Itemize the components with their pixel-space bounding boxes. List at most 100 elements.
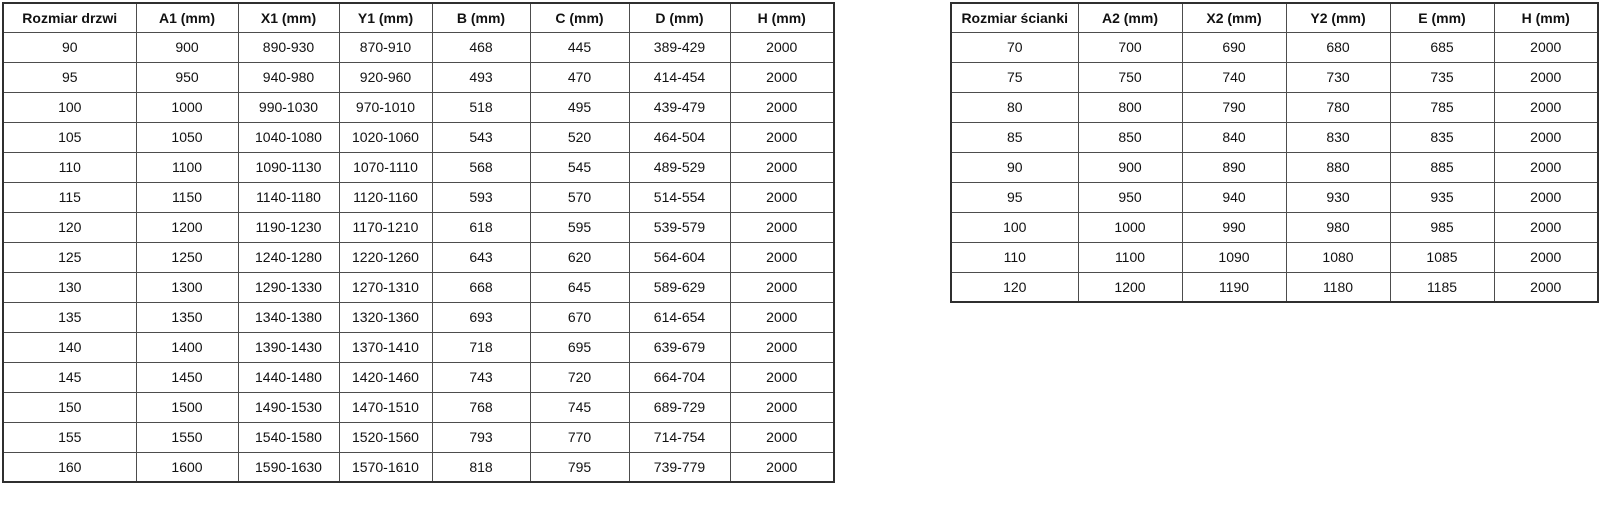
column-header: Y1 (mm) (338, 2, 433, 33)
column-header: H (mm) (729, 2, 835, 33)
table-row: 155 1550 1540-1580 1520-1560 793 770 714-754 20… (2, 421, 835, 453)
table-cell: 1080 (1285, 241, 1391, 273)
table-cell: 80 (950, 91, 1079, 123)
column-header: A2 (mm) (1077, 2, 1183, 33)
table-cell: 990-1030 (237, 91, 340, 123)
table-cell: 643 (431, 241, 531, 273)
column-header: C (mm) (529, 2, 630, 33)
table-cell: 2000 (1493, 211, 1599, 243)
table-cell: 2000 (1493, 61, 1599, 93)
table-cell: 2000 (729, 241, 835, 273)
wall-panel-sizes-table: Rozmiar ścianki A2 (mm) X2 (mm) Y2 (mm) E (m… (950, 2, 1599, 303)
table-cell: 618 (431, 211, 531, 243)
table-cell: 1000 (135, 91, 239, 123)
table-row: 95 950 940-980 920-960 493 470 414-454 2000 (2, 61, 835, 93)
table-row: 125 1250 1240-1280 1220-1260 643 620 564-604 20… (2, 241, 835, 273)
table-cell: 2000 (729, 31, 835, 63)
table-cell: 1590-1630 (237, 451, 340, 483)
table-row: 90 900 890-930 870-910 468 445 389-429 2000 (2, 31, 835, 63)
table-cell: 140 (2, 331, 137, 363)
table-cell: 1220-1260 (338, 241, 433, 273)
column-header: A1 (mm) (135, 2, 239, 33)
table-row: 100 1000 990 980 985 2000 (950, 211, 1599, 243)
table-cell: 1180 (1285, 271, 1391, 303)
column-header: B (mm) (431, 2, 531, 33)
table-cell: 100 (2, 91, 137, 123)
table-cell: 1540-1580 (237, 421, 340, 453)
table-cell: 870-910 (338, 31, 433, 63)
table-cell: 930 (1285, 181, 1391, 213)
table-cell: 1400 (135, 331, 239, 363)
table-cell: 1290-1330 (237, 271, 340, 303)
table-row: 140 1400 1390-1430 1370-1410 718 695 639-679 20… (2, 331, 835, 363)
table-cell: 880 (1285, 151, 1391, 183)
table-cell: 489-529 (628, 151, 731, 183)
table-cell: 445 (529, 31, 630, 63)
column-header: Rozmiar ścianki (950, 2, 1079, 33)
table-cell: 2000 (729, 121, 835, 153)
table-cell: 718 (431, 331, 531, 363)
table-cell: 1350 (135, 301, 239, 333)
table-cell: 514-554 (628, 181, 731, 213)
table-cell: 2000 (729, 181, 835, 213)
table-cell: 2000 (1493, 121, 1599, 153)
table-row: 70 700 690 680 685 2000 (950, 31, 1599, 63)
table-cell: 1420-1460 (338, 361, 433, 393)
table-cell: 570 (529, 181, 630, 213)
table-cell: 740 (1181, 61, 1287, 93)
table-row: 115 1150 1140-1180 1120-1160 593 570 514-554 20… (2, 181, 835, 213)
table-cell: 2000 (729, 211, 835, 243)
table-cell: 589-629 (628, 271, 731, 303)
table-cell: 1500 (135, 391, 239, 423)
table-cell: 135 (2, 301, 137, 333)
table-cell: 745 (529, 391, 630, 423)
table-row: 135 1350 1340-1380 1320-1360 693 670 614-654 20… (2, 301, 835, 333)
table-cell: 1100 (1077, 241, 1183, 273)
table-cell: 2000 (1493, 151, 1599, 183)
table-cell: 2000 (729, 421, 835, 453)
table-cell: 770 (529, 421, 630, 453)
table-cell: 935 (1389, 181, 1495, 213)
table-cell: 1340-1380 (237, 301, 340, 333)
table-cell: 593 (431, 181, 531, 213)
table-cell: 1185 (1389, 271, 1495, 303)
table-cell: 2000 (729, 61, 835, 93)
table-cell: 950 (1077, 181, 1183, 213)
table-cell: 1090-1130 (237, 151, 340, 183)
table-cell: 2000 (729, 91, 835, 123)
table-cell: 739-779 (628, 451, 731, 483)
table-cell: 520 (529, 121, 630, 153)
table-cell: 990 (1181, 211, 1287, 243)
table-cell: 980 (1285, 211, 1391, 243)
table-cell: 2000 (1493, 241, 1599, 273)
table-cell: 2000 (729, 271, 835, 303)
table-cell: 120 (2, 211, 137, 243)
table-cell: 700 (1077, 31, 1183, 63)
table-cell: 693 (431, 301, 531, 333)
table-cell: 1040-1080 (237, 121, 340, 153)
door-sizes-table: Rozmiar drzwi A1 (mm) X1 (mm) Y1 (mm) B (mm)… (2, 2, 835, 483)
table-cell: 1120-1160 (338, 181, 433, 213)
table-cell: 1600 (135, 451, 239, 483)
table-cell: 70 (950, 31, 1079, 63)
table-cell: 940-980 (237, 61, 340, 93)
table-cell: 1140-1180 (237, 181, 340, 213)
table-cell: 900 (135, 31, 239, 63)
column-header: H (mm) (1493, 2, 1599, 33)
table-cell: 75 (950, 61, 1079, 93)
table-row: 80 800 790 780 785 2000 (950, 91, 1599, 123)
column-header: Y2 (mm) (1285, 2, 1391, 33)
table-cell: 645 (529, 271, 630, 303)
table-cell: 1190-1230 (237, 211, 340, 243)
table-cell: 2000 (729, 331, 835, 363)
table-cell: 614-654 (628, 301, 731, 333)
table-row: 95 950 940 930 935 2000 (950, 181, 1599, 213)
table-cell: 90 (950, 151, 1079, 183)
table-cell: 543 (431, 121, 531, 153)
column-header: X2 (mm) (1181, 2, 1287, 33)
table-cell: 885 (1389, 151, 1495, 183)
table-cell: 389-429 (628, 31, 731, 63)
table-cell: 1200 (1077, 271, 1183, 303)
table-cell: 2000 (729, 391, 835, 423)
